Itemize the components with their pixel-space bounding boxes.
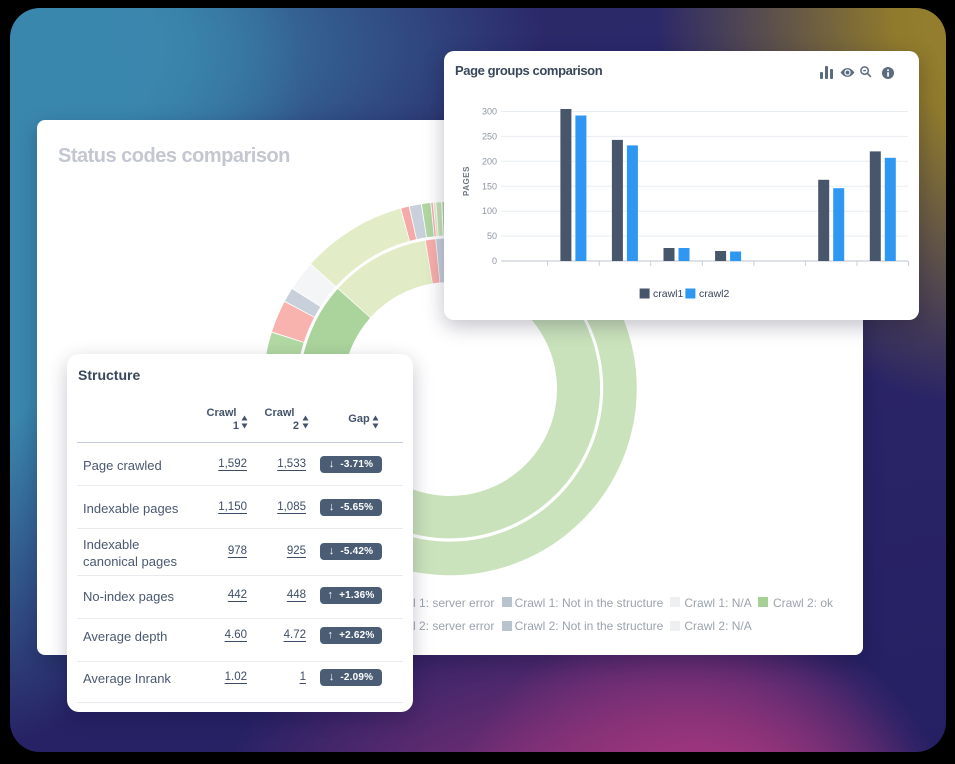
svg-text:crawl1: crawl1 — [653, 288, 684, 300]
svg-text:300: 300 — [482, 107, 497, 117]
svg-text:250: 250 — [482, 131, 497, 141]
svg-text:100: 100 — [482, 206, 497, 216]
svg-text:150: 150 — [482, 181, 497, 191]
svg-text:200: 200 — [482, 156, 497, 166]
svg-text:PAGES: PAGES — [462, 166, 471, 196]
svg-text:crawl2: crawl2 — [699, 288, 730, 300]
svg-text:50: 50 — [487, 231, 497, 241]
svg-text:0: 0 — [492, 256, 497, 266]
